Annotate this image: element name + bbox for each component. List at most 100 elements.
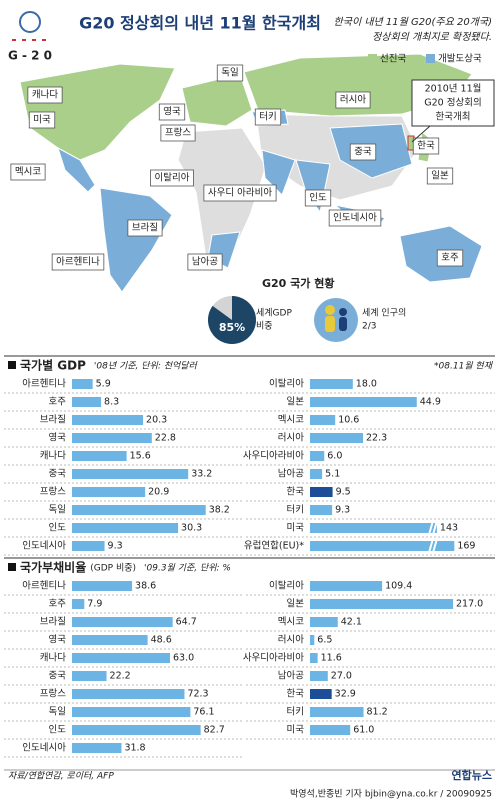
bar <box>72 397 102 407</box>
value-label: 10.6 <box>338 415 359 426</box>
value-label: 32.9 <box>335 689 356 700</box>
value-label: 38.6 <box>135 581 156 592</box>
category-label: 아르헨티나 <box>22 378 66 390</box>
category-label: 한국 <box>287 487 305 498</box>
country-label: 중국 <box>354 147 372 158</box>
value-label: 61.0 <box>353 725 374 736</box>
category-label: 이탈리아 <box>269 580 304 592</box>
category-label: 호주 <box>49 599 67 610</box>
category-label: 인도네시아 <box>22 541 66 552</box>
country-label: 미국 <box>33 115 51 126</box>
bar <box>310 635 315 645</box>
category-label: 독일 <box>49 707 66 718</box>
country-label-box <box>10 163 46 181</box>
bar <box>310 415 336 425</box>
population-text: 세계 인구의 <box>362 307 406 319</box>
country-label: 아르헨티나 <box>56 256 100 268</box>
value-label: 31.8 <box>124 743 145 754</box>
bar <box>72 487 146 497</box>
category-label: 프랑스 <box>40 688 66 700</box>
bar <box>310 725 351 735</box>
category-label: 미국 <box>287 523 305 534</box>
callout <box>411 79 495 143</box>
country-label: 인도 <box>309 193 327 204</box>
country-label: 인도네시아 <box>333 213 377 224</box>
category-label: 남아공 <box>278 469 304 480</box>
value-label: 217.0 <box>456 599 483 610</box>
pie-label: 85% <box>219 321 245 334</box>
section-title: 국가부채비율 <box>20 560 86 575</box>
value-label: 38.2 <box>209 505 230 516</box>
value-label: 9.3 <box>335 505 350 516</box>
country-label-box <box>160 124 196 142</box>
bar <box>72 653 170 663</box>
category-label: 캐나다 <box>40 653 66 664</box>
value-label: 48.6 <box>151 635 172 646</box>
category-label: 사우디아라비아 <box>243 451 304 462</box>
bar <box>72 541 105 551</box>
category-label: 중국 <box>49 671 67 682</box>
value-label: 81.2 <box>367 707 388 718</box>
country-label-box <box>335 91 371 109</box>
bar <box>72 523 179 533</box>
country-label-box <box>51 253 105 271</box>
country-label: 일본 <box>431 171 449 182</box>
country-label-box <box>426 167 454 185</box>
logo-text: G - 2 0 <box>8 49 52 63</box>
bar <box>72 379 93 389</box>
country-label: 독일 <box>221 68 238 79</box>
bar <box>310 523 437 533</box>
value-label: 5.9 <box>96 379 111 390</box>
country-label-box <box>150 169 194 187</box>
country-label-box <box>349 143 377 161</box>
country-label: 남아공 <box>192 257 218 268</box>
axis-break <box>427 538 434 554</box>
legend-label: 선진국 <box>380 54 406 65</box>
category-label: 브라질 <box>40 414 66 426</box>
bar <box>310 379 353 389</box>
country-label-box <box>328 209 382 227</box>
category-label: 유럽연합(EU)* <box>244 541 304 552</box>
value-label: 5.1 <box>325 469 340 480</box>
category-label: 사우디아라비아 <box>243 653 304 664</box>
category-label: 프랑스 <box>40 486 66 498</box>
bar <box>310 397 417 407</box>
bar <box>310 671 328 681</box>
bar <box>310 689 332 699</box>
title: G20 정상회의 내년 11월 한국개최 <box>79 14 321 33</box>
population-icon <box>314 298 358 342</box>
value-label: 11.6 <box>321 653 342 664</box>
axis-break <box>427 520 434 536</box>
callout-text: 한국개최 <box>436 112 471 123</box>
country-label-box <box>187 253 223 271</box>
section-bullet <box>8 361 16 369</box>
category-label: 터키 <box>287 505 304 516</box>
bar <box>72 433 152 443</box>
bar <box>310 541 455 551</box>
bar <box>72 415 144 425</box>
population-text: 2/3 <box>362 322 376 332</box>
value-label: 30.3 <box>181 523 202 534</box>
category-label: 터키 <box>287 707 304 718</box>
bar <box>72 689 185 699</box>
bar <box>310 617 338 627</box>
value-label: 22.3 <box>366 433 387 444</box>
summary-title: G20 국가 현황 <box>262 276 334 290</box>
gdp-text: 세계GDP <box>256 307 292 319</box>
pie-slice <box>208 296 256 344</box>
bar <box>310 487 333 497</box>
category-label: 독일 <box>49 505 66 516</box>
section-note: *08.11월 현재 <box>434 361 494 372</box>
category-label: 러시아 <box>278 635 304 646</box>
category-label: 아르헨티나 <box>22 580 66 592</box>
value-label: 18.0 <box>356 379 377 390</box>
country-label-box <box>28 111 56 129</box>
category-label: 중국 <box>49 469 67 480</box>
legend-swatch <box>368 54 377 63</box>
value-label: 63.0 <box>173 653 194 664</box>
category-label: 한국 <box>287 689 305 700</box>
bar <box>72 743 122 753</box>
country-label: 이탈리아 <box>155 172 190 184</box>
country-label: 호주 <box>441 253 459 264</box>
value-label: 82.7 <box>204 725 225 736</box>
